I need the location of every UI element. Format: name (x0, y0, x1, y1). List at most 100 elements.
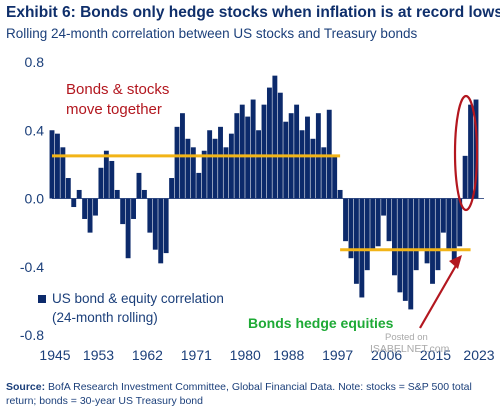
x-tick-label: 2023 (463, 347, 494, 363)
bar (310, 138, 316, 199)
bar (462, 155, 468, 199)
bar (266, 87, 272, 199)
y-tick-label: 0.0 (25, 191, 45, 207)
bar (207, 130, 213, 199)
arrow-head (449, 255, 462, 269)
bar (332, 155, 338, 199)
y-tick-label: 0.4 (25, 122, 45, 138)
bar (125, 198, 131, 259)
bar (169, 178, 175, 199)
bar (60, 147, 66, 199)
bar (201, 150, 207, 199)
bar (87, 198, 93, 233)
bar (174, 126, 180, 199)
x-tick-label: 1971 (181, 347, 212, 363)
y-tick-label: -0.8 (20, 327, 44, 343)
x-axis: 1945 1953 1962 1971 1980 1988 1997 2006 2015 2023 (39, 347, 494, 363)
legend-label-line1: US bond & equity correlation (52, 291, 224, 306)
bar (120, 198, 126, 225)
chart-title: Exhibit 6: Bonds only hedge stocks when … (6, 4, 500, 21)
bar (158, 198, 164, 264)
bar (212, 138, 218, 199)
bar (109, 160, 115, 199)
x-tick-label: 1945 (39, 347, 70, 363)
bar (446, 198, 452, 250)
watermark-line2: ISABELNET.com (370, 343, 450, 355)
bar (49, 130, 55, 199)
reference-lines (52, 154, 471, 252)
bar (397, 198, 403, 293)
bar (435, 198, 441, 271)
bar (305, 116, 310, 199)
bar (359, 198, 365, 298)
bar (147, 198, 153, 233)
y-tick-label: -0.4 (20, 259, 44, 275)
bar (294, 104, 300, 199)
chart-subtitle: Rolling 24-month correlation between US … (6, 26, 418, 41)
bar (76, 189, 82, 199)
legend-label-line2: (24-month rolling) (52, 310, 158, 325)
bar (245, 116, 251, 199)
bar (283, 121, 289, 199)
x-tick-label: 2006 (371, 347, 402, 363)
bar (348, 198, 354, 259)
legend-swatch (38, 295, 46, 303)
highlight-arrow (419, 261, 459, 329)
bar (364, 198, 370, 271)
bar (413, 198, 419, 271)
bar (424, 198, 430, 264)
bar (163, 198, 169, 254)
x-tick-label: 2015 (420, 347, 451, 363)
bar (190, 147, 196, 199)
x-tick-label: 1962 (132, 347, 163, 363)
bar (457, 198, 463, 247)
bar (386, 198, 392, 242)
bar (114, 189, 120, 199)
bar (381, 198, 387, 216)
bar (54, 133, 60, 199)
x-tick-label: 1997 (322, 347, 353, 363)
bar (141, 189, 147, 199)
annotation-bonds-stocks-line2: move together (66, 101, 162, 118)
bar (136, 172, 142, 199)
chart-area: 0.80.40.0-0.4-0.8 1945 1953 1962 1971 1980 19… (20, 54, 495, 363)
bar (326, 109, 332, 199)
source-text: BofA Research Investment Committee, Glob… (6, 381, 472, 407)
bar (440, 198, 446, 233)
x-tick-label: 1988 (273, 347, 304, 363)
bar (337, 189, 343, 199)
source-note: Source: BofA Research Investment Committ… (6, 380, 496, 408)
annotation-bonds-hedge: Bonds hedge equities (248, 315, 394, 331)
highlight-ellipse (453, 94, 479, 212)
bar (419, 198, 425, 250)
bar (98, 167, 104, 199)
bar (392, 198, 397, 276)
bar (272, 75, 278, 199)
bar (256, 130, 262, 199)
bar (375, 198, 381, 247)
bar (93, 198, 98, 216)
bar (82, 198, 88, 219)
bar (468, 104, 474, 199)
bar (343, 198, 348, 242)
bar (228, 133, 234, 199)
bar (152, 198, 158, 250)
watermark-line1: Posted on (385, 332, 428, 343)
source-label: Source: (6, 381, 46, 393)
bar (185, 138, 191, 199)
bar (408, 198, 414, 310)
y-tick-label: 0.8 (25, 54, 45, 70)
bar (131, 198, 136, 219)
y-axis: 0.8 0.4 0.0 -0.4 -0.8 (20, 54, 44, 343)
x-tick-label: 1953 (83, 347, 114, 363)
bar (71, 198, 77, 208)
bar (218, 126, 223, 199)
bar (239, 104, 245, 199)
bar (103, 150, 109, 199)
bar (321, 147, 327, 199)
annotation-bonds-stocks-line1: Bonds & stocks (66, 81, 169, 98)
bar (430, 198, 435, 284)
bar (196, 172, 202, 199)
bar (223, 147, 229, 199)
bar (353, 198, 359, 284)
